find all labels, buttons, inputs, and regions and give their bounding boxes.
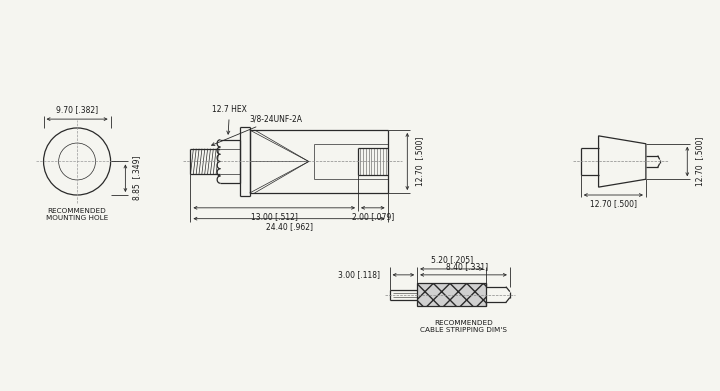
Text: 12.70  [.500]: 12.70 [.500] <box>696 137 704 186</box>
Text: 13.00 [.512]: 13.00 [.512] <box>251 212 297 221</box>
Bar <box>417 283 486 307</box>
Text: 3.00 [.118]: 3.00 [.118] <box>338 270 379 279</box>
Text: RECOMMENDED
CABLE STRIPPING DIM'S: RECOMMENDED CABLE STRIPPING DIM'S <box>420 320 507 333</box>
Text: 12.70 [.500]: 12.70 [.500] <box>590 199 637 208</box>
Text: 2.00 [.079]: 2.00 [.079] <box>351 212 394 221</box>
Text: 5.20 [.205]: 5.20 [.205] <box>431 255 473 264</box>
Text: 12.7 HEX: 12.7 HEX <box>212 105 247 134</box>
Text: 8.40 [.331]: 8.40 [.331] <box>446 262 488 271</box>
Text: 12.70  [.500]: 12.70 [.500] <box>415 137 424 186</box>
Text: 3/8-24UNF-2A: 3/8-24UNF-2A <box>212 114 302 145</box>
Text: 24.40 [.962]: 24.40 [.962] <box>266 222 312 231</box>
Text: 8.85  [.349]: 8.85 [.349] <box>132 156 141 201</box>
Text: RECOMMENDED
MOUNTING HOLE: RECOMMENDED MOUNTING HOLE <box>46 208 108 221</box>
Text: 9.70 [.382]: 9.70 [.382] <box>56 105 98 114</box>
